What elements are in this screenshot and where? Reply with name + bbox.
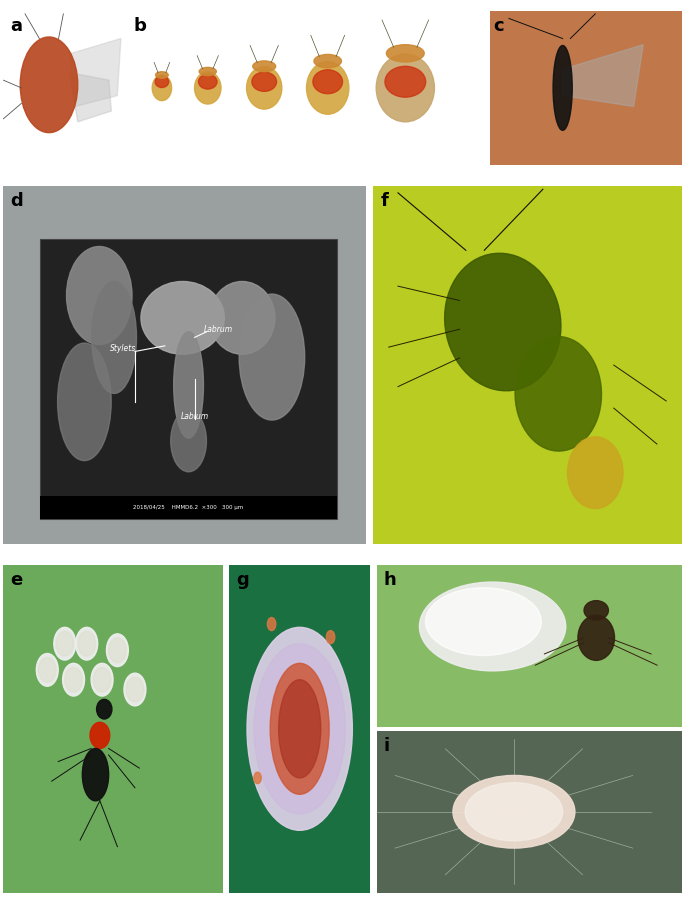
Text: b: b — [134, 17, 147, 35]
Bar — [229, 565, 370, 893]
Text: g: g — [236, 571, 249, 589]
Text: i: i — [384, 737, 390, 755]
Ellipse shape — [126, 677, 144, 701]
Ellipse shape — [419, 582, 566, 671]
Ellipse shape — [65, 667, 82, 692]
Ellipse shape — [578, 615, 614, 660]
Ellipse shape — [91, 664, 113, 696]
Ellipse shape — [199, 74, 217, 89]
Ellipse shape — [425, 588, 541, 656]
Ellipse shape — [56, 631, 73, 656]
Bar — [40, 239, 338, 519]
Ellipse shape — [386, 45, 424, 62]
Ellipse shape — [453, 775, 575, 849]
Text: c: c — [493, 17, 504, 35]
Ellipse shape — [314, 55, 341, 68]
Ellipse shape — [313, 70, 342, 93]
Ellipse shape — [155, 76, 169, 88]
Ellipse shape — [385, 66, 425, 97]
Bar — [490, 11, 682, 165]
Ellipse shape — [174, 332, 203, 439]
Bar — [3, 565, 223, 893]
Ellipse shape — [36, 654, 58, 686]
Ellipse shape — [38, 658, 56, 682]
Text: a: a — [10, 17, 23, 35]
Ellipse shape — [515, 336, 601, 451]
Text: f: f — [380, 192, 388, 210]
Bar — [40, 495, 338, 519]
Ellipse shape — [195, 72, 221, 104]
Ellipse shape — [584, 601, 608, 620]
Polygon shape — [69, 73, 111, 122]
Ellipse shape — [253, 61, 275, 72]
Ellipse shape — [326, 631, 335, 644]
Text: d: d — [10, 192, 23, 210]
Ellipse shape — [254, 772, 261, 784]
Ellipse shape — [279, 680, 321, 778]
Ellipse shape — [267, 617, 276, 631]
Ellipse shape — [445, 253, 561, 391]
Ellipse shape — [82, 748, 109, 801]
Ellipse shape — [58, 343, 111, 460]
Ellipse shape — [210, 282, 275, 354]
Text: Labium: Labium — [180, 412, 209, 421]
Ellipse shape — [247, 627, 352, 831]
Ellipse shape — [270, 664, 329, 795]
Ellipse shape — [97, 700, 112, 719]
Ellipse shape — [239, 294, 305, 420]
Ellipse shape — [376, 54, 434, 122]
Ellipse shape — [78, 631, 95, 656]
Ellipse shape — [254, 644, 345, 814]
Ellipse shape — [76, 627, 98, 660]
Bar — [377, 565, 682, 727]
Ellipse shape — [54, 627, 76, 660]
Ellipse shape — [155, 72, 169, 78]
Ellipse shape — [93, 667, 111, 692]
Bar — [3, 186, 366, 544]
Text: 2018/04/25    HMMD6.2  ×300   300 μm: 2018/04/25 HMMD6.2 ×300 300 μm — [134, 505, 244, 510]
Polygon shape — [562, 45, 643, 107]
Ellipse shape — [106, 634, 128, 666]
Ellipse shape — [247, 66, 282, 109]
Ellipse shape — [465, 783, 562, 840]
Ellipse shape — [171, 410, 206, 472]
Ellipse shape — [124, 673, 146, 706]
Ellipse shape — [252, 72, 277, 91]
Bar — [3, 11, 123, 165]
Ellipse shape — [66, 247, 132, 344]
Polygon shape — [69, 39, 121, 107]
Ellipse shape — [567, 437, 623, 509]
Ellipse shape — [109, 638, 126, 663]
Text: Stylets: Stylets — [110, 344, 136, 353]
Ellipse shape — [90, 722, 110, 748]
Text: h: h — [384, 571, 397, 589]
Ellipse shape — [307, 62, 349, 114]
Text: e: e — [10, 571, 23, 589]
Ellipse shape — [141, 282, 224, 354]
Ellipse shape — [199, 67, 216, 75]
Ellipse shape — [152, 75, 172, 100]
Text: Labrum: Labrum — [204, 325, 233, 334]
Ellipse shape — [553, 46, 572, 130]
Ellipse shape — [92, 282, 136, 394]
Bar — [377, 731, 682, 893]
Ellipse shape — [21, 37, 77, 133]
Ellipse shape — [62, 664, 84, 696]
Bar — [373, 186, 682, 544]
Bar — [130, 11, 483, 165]
